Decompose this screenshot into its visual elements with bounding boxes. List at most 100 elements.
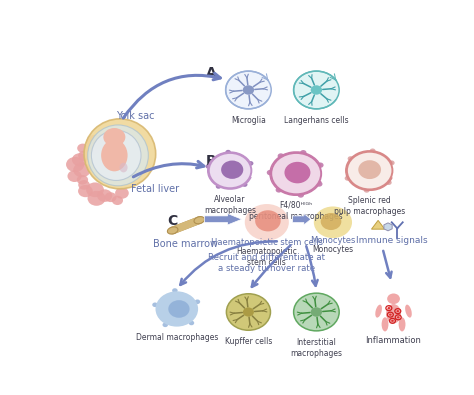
Circle shape: [316, 181, 322, 187]
Circle shape: [168, 300, 190, 318]
Circle shape: [189, 321, 194, 325]
Circle shape: [77, 144, 88, 153]
Circle shape: [226, 71, 271, 109]
Circle shape: [225, 150, 231, 154]
Ellipse shape: [167, 227, 178, 234]
Circle shape: [314, 207, 352, 238]
Polygon shape: [384, 223, 392, 231]
Text: B: B: [206, 154, 217, 168]
FancyArrowPatch shape: [123, 73, 220, 118]
Text: Yolk sac: Yolk sac: [116, 111, 155, 121]
Text: F4/80ᴴᴵᴳʰ
peritoneal macrophages: F4/80ᴴᴵᴳʰ peritoneal macrophages: [249, 201, 343, 221]
Circle shape: [321, 213, 341, 230]
Circle shape: [172, 288, 178, 293]
Polygon shape: [372, 220, 385, 229]
Text: Interstitial
macrophages: Interstitial macrophages: [291, 338, 342, 357]
Circle shape: [78, 150, 91, 161]
Circle shape: [387, 293, 400, 304]
Circle shape: [243, 85, 254, 95]
Circle shape: [195, 299, 200, 304]
Circle shape: [92, 134, 111, 149]
Ellipse shape: [399, 317, 405, 331]
Circle shape: [358, 160, 381, 179]
Circle shape: [397, 316, 400, 318]
Circle shape: [278, 153, 284, 159]
Circle shape: [112, 196, 123, 205]
Text: Dermal macrophages: Dermal macrophages: [136, 333, 218, 342]
Ellipse shape: [382, 317, 388, 331]
Circle shape: [248, 161, 254, 166]
Text: Monocytes: Monocytes: [310, 236, 356, 245]
FancyArrowPatch shape: [383, 251, 392, 278]
Circle shape: [345, 176, 351, 181]
Circle shape: [67, 170, 82, 182]
Circle shape: [370, 149, 375, 153]
Circle shape: [209, 153, 251, 188]
Circle shape: [155, 292, 198, 327]
Ellipse shape: [101, 139, 128, 171]
Ellipse shape: [194, 216, 205, 224]
Circle shape: [347, 156, 354, 161]
Circle shape: [78, 180, 90, 190]
Ellipse shape: [386, 304, 401, 324]
Text: Haematopoietic
stem cells: Haematopoietic stem cells: [237, 247, 297, 267]
Circle shape: [87, 144, 100, 155]
Circle shape: [298, 192, 304, 198]
Ellipse shape: [405, 305, 412, 318]
Circle shape: [284, 162, 310, 183]
Text: Fetal liver: Fetal liver: [131, 184, 179, 194]
Circle shape: [152, 303, 158, 307]
Circle shape: [267, 170, 273, 175]
Circle shape: [293, 293, 339, 331]
Circle shape: [86, 182, 104, 197]
Circle shape: [72, 153, 88, 166]
FancyArrow shape: [204, 214, 242, 225]
Circle shape: [77, 175, 88, 184]
Circle shape: [115, 187, 129, 199]
Text: Recruit and differentiate at
a steady turnover rate: Recruit and differentiate at a steady tu…: [208, 253, 325, 273]
FancyArrowPatch shape: [252, 245, 291, 287]
Text: C: C: [168, 214, 178, 228]
Circle shape: [242, 182, 247, 187]
Circle shape: [245, 204, 289, 241]
Circle shape: [391, 320, 394, 322]
Circle shape: [216, 184, 221, 189]
Ellipse shape: [375, 305, 382, 318]
Circle shape: [293, 71, 339, 109]
FancyArrowPatch shape: [306, 246, 318, 286]
Circle shape: [397, 310, 399, 312]
Text: Langerhans cells: Langerhans cells: [284, 115, 349, 124]
Circle shape: [317, 162, 324, 168]
Circle shape: [389, 160, 395, 166]
Circle shape: [310, 307, 322, 317]
Circle shape: [66, 157, 84, 172]
Circle shape: [255, 210, 281, 231]
Circle shape: [300, 150, 307, 155]
Circle shape: [163, 323, 168, 327]
Circle shape: [105, 192, 117, 202]
Circle shape: [103, 128, 125, 146]
Circle shape: [221, 160, 243, 179]
Circle shape: [97, 189, 112, 202]
Text: Alveolar
macrophages: Alveolar macrophages: [204, 195, 256, 215]
Text: Immune signals: Immune signals: [356, 236, 428, 245]
Text: Splenic red
pulp macrophages: Splenic red pulp macrophages: [334, 196, 405, 216]
Circle shape: [88, 191, 106, 206]
Ellipse shape: [84, 119, 155, 189]
Ellipse shape: [91, 130, 141, 181]
Text: Microglia: Microglia: [231, 115, 266, 124]
FancyArrowPatch shape: [133, 162, 204, 177]
Circle shape: [243, 307, 254, 316]
Text: Monocytes: Monocytes: [312, 245, 354, 254]
Circle shape: [389, 314, 392, 316]
Circle shape: [78, 185, 93, 197]
Text: Kupffer cells: Kupffer cells: [225, 337, 272, 346]
Ellipse shape: [119, 163, 128, 172]
FancyArrow shape: [292, 214, 311, 225]
Text: Inflammation: Inflammation: [365, 336, 421, 345]
Circle shape: [347, 152, 392, 190]
Ellipse shape: [88, 125, 148, 186]
Text: A: A: [206, 66, 217, 80]
Circle shape: [388, 307, 390, 309]
Circle shape: [227, 294, 271, 330]
